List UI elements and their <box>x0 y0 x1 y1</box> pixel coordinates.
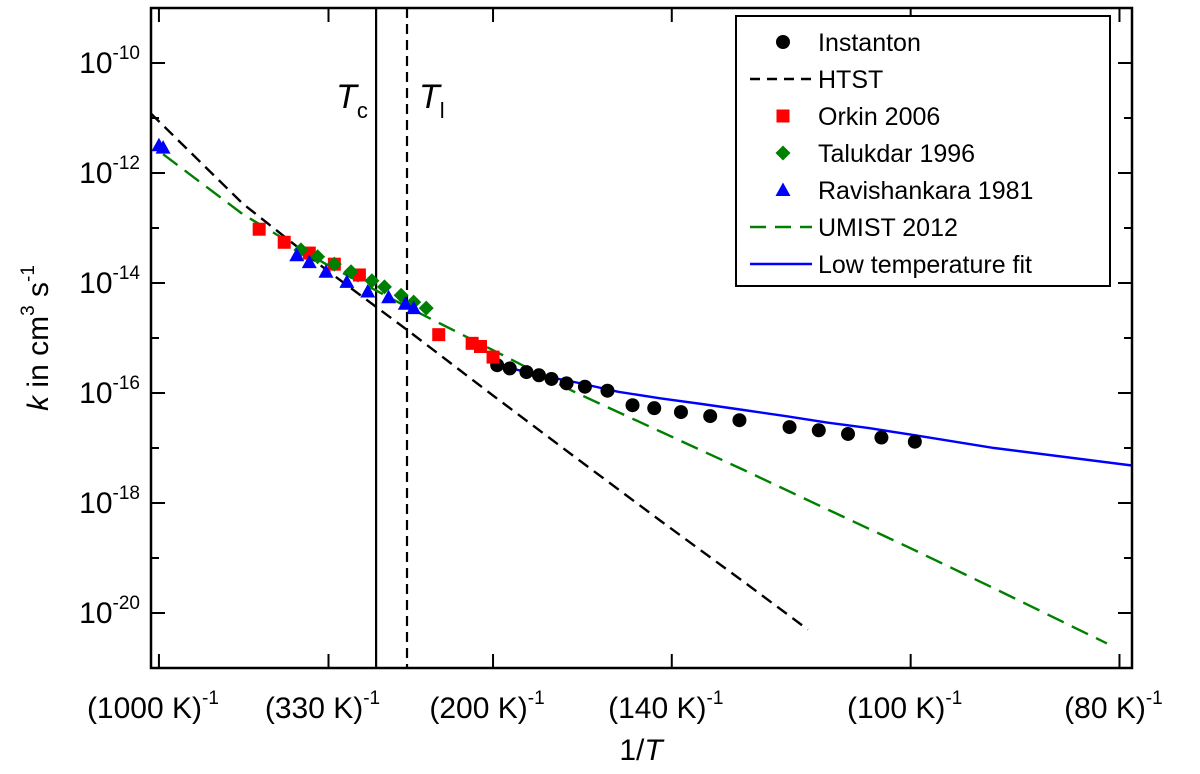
annotation-tl: Tl <box>419 78 445 123</box>
point-talukdar-1996 <box>364 273 380 289</box>
point-instanton <box>544 371 559 386</box>
x-tick-label: (100 K)-1 <box>847 688 962 725</box>
y-tick-label: 10-10 <box>79 43 140 80</box>
legend-marker-talukdar-1996 <box>775 145 791 161</box>
legend-box <box>735 15 1111 287</box>
legend-label-instanton: Instanton <box>818 29 921 57</box>
x-tick-label: (80 K)-1 <box>1064 688 1163 725</box>
legend-marker-orkin-2006 <box>776 109 790 123</box>
legend-label-low-temperature-fit: Low temperature fit <box>818 251 1032 279</box>
series-line-umist-2012 <box>162 153 1108 645</box>
legend-marker-ravishankara-1981 <box>775 182 791 196</box>
point-talukdar-1996 <box>326 256 342 272</box>
point-ravishankara-1981 <box>289 247 305 262</box>
legend: Instanton HTST Orkin 2006 Talukdar 1996 Ravi… <box>735 15 1111 287</box>
point-instanton <box>625 398 640 413</box>
x-tick-label: (140 K)-1 <box>608 688 723 725</box>
point-instanton <box>600 383 615 398</box>
point-ravishankara-1981 <box>155 140 171 154</box>
annotation-tc: Tc <box>336 78 368 123</box>
point-ravishankara-1981 <box>360 284 376 298</box>
point-instanton <box>841 426 856 441</box>
x-tick-label: (330 K)-1 <box>265 688 380 725</box>
point-instanton <box>732 413 747 428</box>
plot-area <box>151 8 1132 668</box>
point-ravishankara-1981 <box>406 300 422 315</box>
point-orkin-2006 <box>277 235 291 249</box>
point-instanton <box>647 401 662 416</box>
point-instanton <box>782 420 797 435</box>
point-instanton <box>577 379 592 394</box>
point-instanton <box>531 368 546 383</box>
x-tick-label: (200 K)-1 <box>429 688 544 725</box>
legend-marker-instanton <box>776 35 790 49</box>
x-tick-label: (1000 K)-1 <box>87 688 219 725</box>
series-line-htst <box>151 112 809 631</box>
legend-label-orkin-2006: Orkin 2006 <box>818 103 940 131</box>
point-instanton <box>559 376 574 391</box>
point-orkin-2006 <box>486 350 500 364</box>
point-ravishankara-1981 <box>397 296 413 310</box>
point-instanton <box>703 409 718 424</box>
y-tick-label: 10-14 <box>79 263 140 300</box>
point-instanton <box>907 434 922 449</box>
series-line-low-temperature-fit <box>492 362 1132 467</box>
point-instanton <box>874 430 889 445</box>
point-instanton <box>502 361 517 376</box>
y-tick-label: 10-18 <box>79 483 140 520</box>
point-ravishankara-1981 <box>339 274 355 288</box>
point-ravishankara-1981 <box>318 264 334 278</box>
point-orkin-2006 <box>474 340 488 354</box>
point-instanton <box>811 423 826 438</box>
point-talukdar-1996 <box>418 300 434 316</box>
legend-label-umist-2012: UMIST 2012 <box>818 214 958 242</box>
y-tick-label: 10-12 <box>79 153 140 190</box>
legend-label-talukdar-1996: Talukdar 1996 <box>818 140 975 168</box>
x-axis-label: 1/T <box>619 734 665 767</box>
point-ravishankara-1981 <box>301 254 317 269</box>
point-ravishankara-1981 <box>381 289 397 304</box>
y-tick-label: 10-16 <box>79 373 140 410</box>
point-talukdar-1996 <box>310 249 326 265</box>
legend-label-htst: HTST <box>818 66 883 94</box>
point-orkin-2006 <box>432 328 446 342</box>
point-instanton <box>519 365 534 380</box>
y-tick-label: 10-20 <box>79 593 140 630</box>
y-axis-label: k in cm3 s-1 <box>18 265 55 411</box>
point-orkin-2006 <box>252 222 266 236</box>
axis-labels: Tc Tl 1/T k in cm3 s-1 <box>18 78 665 767</box>
axis-ticks: 10-10 10-12 10-14 10-16 10-18 10-20 (1000 K)-1… <box>79 8 1163 725</box>
point-instanton <box>673 405 688 420</box>
legend-label-ravishankara-1981: Ravishankara 1981 <box>818 177 1033 205</box>
